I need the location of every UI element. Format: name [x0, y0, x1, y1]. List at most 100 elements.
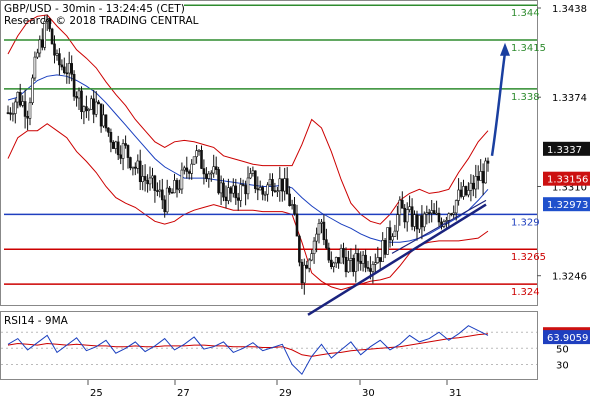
candle-body — [11, 113, 15, 115]
price-levels: 1.344 1.3415 1.338 1.329 1.3265 1.324 — [4, 4, 546, 298]
candle-body — [354, 253, 358, 272]
candle-body — [471, 182, 475, 190]
level-label-1.324: 1.324 — [511, 287, 540, 298]
candle-body — [207, 173, 211, 179]
candle-body — [322, 221, 326, 241]
level-label-1.3265: 1.3265 — [511, 252, 546, 263]
candle-body — [33, 56, 37, 79]
candle-body — [232, 185, 235, 194]
candle-body — [72, 74, 76, 97]
candle-body — [427, 212, 431, 214]
candle-body — [388, 227, 392, 241]
candle-body — [222, 182, 225, 198]
candle-body — [94, 101, 98, 115]
candle-body — [165, 187, 169, 213]
candle-body — [447, 213, 451, 221]
level-label-1.338: 1.338 — [511, 92, 540, 103]
candle-body — [197, 150, 201, 152]
candle-body — [393, 230, 397, 237]
rsi-tick-label: 50 — [556, 344, 569, 355]
candle-body — [77, 90, 81, 99]
candle-body — [141, 176, 144, 182]
candle-body — [459, 189, 463, 197]
candle-body — [138, 160, 142, 183]
candle-body — [82, 106, 86, 113]
candle-body — [60, 64, 64, 68]
candle-body — [28, 102, 32, 119]
candle-body — [408, 206, 411, 210]
candle-body — [356, 253, 360, 262]
price-axis: 1.3438 1.3374 1.3310 1.3246 — [537, 4, 587, 283]
candle-body — [236, 197, 240, 201]
candle-body — [369, 268, 372, 272]
candle-body — [464, 186, 468, 196]
candle-body — [479, 171, 483, 181]
candle-body — [449, 213, 453, 215]
candle-body — [349, 257, 353, 261]
candle-body — [87, 109, 91, 112]
candle-body — [116, 141, 120, 156]
candle-body — [151, 175, 154, 179]
candle-body — [224, 196, 228, 202]
price-tag-ma: 1.33156 — [543, 171, 590, 186]
candle-body — [342, 248, 345, 258]
y-tick-label: 1.3374 — [552, 93, 587, 104]
candle-body — [21, 101, 25, 106]
candle-body — [347, 260, 350, 273]
candle-body — [178, 188, 181, 191]
candle-body — [65, 72, 69, 75]
candle-body — [251, 170, 255, 174]
candle-body — [344, 256, 348, 273]
y-tick-label: 1.3310 — [552, 182, 587, 193]
candle-body — [437, 212, 441, 223]
candle-body — [327, 247, 331, 261]
candle-body — [6, 112, 10, 114]
candle-body — [175, 180, 179, 190]
candle-body — [90, 98, 93, 110]
candle-body — [415, 214, 419, 230]
candle-body — [23, 101, 27, 117]
bollinger-bands — [7, 14, 489, 291]
price-tag-box — [543, 171, 590, 186]
candle-body — [288, 193, 291, 206]
candle-body — [131, 166, 135, 169]
candle-body — [187, 171, 191, 174]
candle-body — [254, 170, 257, 190]
candle-body — [161, 189, 164, 201]
candle-body — [486, 160, 490, 164]
price-tag-last: 1.3337 — [543, 141, 590, 156]
candle-body — [332, 262, 336, 268]
candle-body — [295, 213, 299, 237]
candle-body — [229, 187, 233, 194]
candle-body — [112, 142, 115, 149]
candle-body — [366, 267, 370, 269]
rsi-title: RSI14 - 9MA — [4, 315, 69, 327]
candle-body — [190, 163, 193, 174]
candle-body — [410, 206, 414, 227]
candle-body — [420, 215, 424, 228]
candle-body — [271, 179, 274, 191]
candle-body — [158, 189, 162, 192]
x-tick-label: 30 — [362, 388, 375, 399]
x-tick-label: 31 — [449, 388, 462, 399]
chart-title: GBP/USD - 30min - 13:24:45 (CET) — [4, 3, 185, 15]
candle-body — [484, 160, 487, 184]
candle-body — [376, 257, 380, 263]
candle-body — [129, 157, 132, 169]
candle-body — [214, 166, 218, 170]
candle-body — [268, 179, 272, 186]
x-tick-label: 25 — [90, 388, 103, 399]
candle-body — [315, 233, 318, 242]
candle-body — [263, 193, 267, 196]
candle-body — [53, 43, 56, 56]
candle-body — [50, 28, 54, 45]
candle-body — [398, 199, 402, 215]
candle-body — [329, 259, 333, 268]
candle-body — [317, 223, 321, 235]
candle-body — [283, 178, 287, 192]
candle-body — [432, 210, 436, 215]
candle-body — [38, 39, 42, 54]
candle-body — [31, 77, 34, 104]
candle-body — [107, 127, 110, 133]
